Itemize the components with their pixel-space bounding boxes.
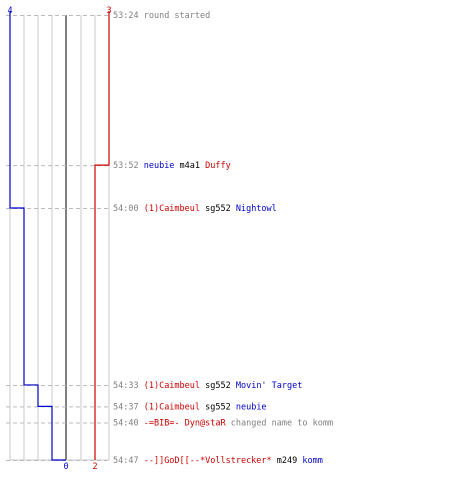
- event-time: 53:24: [113, 11, 144, 21]
- event-text-part: Movin' Target: [236, 381, 303, 391]
- event-label: 54:33 (1)Caimbeul sg552 Movin' Target: [113, 381, 302, 391]
- event-text-part: m4a1: [174, 161, 205, 171]
- axis-label-top-right: 3: [106, 6, 111, 16]
- event-label: 54:47 --]]GoD[[--*Vollstrecker* m249 kom…: [113, 456, 323, 466]
- event-label: 54:37 (1)Caimbeul sg552 neubie: [113, 402, 267, 412]
- event-text-part: sg552: [200, 381, 236, 391]
- axis-label-bottom-center: 0: [63, 462, 68, 472]
- event-text-part: sg552: [200, 402, 236, 412]
- event-label: 54:00 (1)Caimbeul sg552 Nightowl: [113, 204, 277, 214]
- event-text-part: komm: [302, 456, 322, 466]
- event-text-part: neubie: [144, 161, 175, 171]
- event-label: 53:24 round started: [113, 11, 210, 21]
- event-text-part: (1)Caimbeul: [144, 204, 200, 214]
- event-text-part: Duffy: [205, 161, 231, 171]
- event-label: 54:40 -=BIB=- Dyn@staR changed name to k…: [113, 418, 333, 428]
- axis-label-top-left: 4: [7, 6, 12, 16]
- event-time: 54:00: [113, 204, 144, 214]
- event-text-part: neubie: [236, 402, 267, 412]
- event-time: 54:40: [113, 418, 144, 428]
- event-time: 54:33: [113, 381, 144, 391]
- event-text-part: sg552: [200, 204, 236, 214]
- red-team-step-line: [94, 11, 110, 460]
- event-time: 54:37: [113, 402, 144, 412]
- event-time: 53:52: [113, 161, 144, 171]
- event-label: 53:52 neubie m4a1 Duffy: [113, 161, 231, 171]
- event-text-part: Nightowl: [236, 204, 277, 214]
- event-text-part: (1)Caimbeul: [144, 402, 200, 412]
- event-time: 54:47: [113, 456, 144, 466]
- event-text-part: changed name to komm: [226, 418, 333, 428]
- event-text-part: --]]GoD[[--*Vollstrecker*: [144, 456, 272, 466]
- blue-team-step-line: [9, 11, 66, 461]
- event-text-part: -=BIB=- Dyn@staR: [144, 418, 227, 428]
- event-text-part: (1)Caimbeul: [144, 381, 200, 391]
- event-text-part: round started: [144, 11, 211, 21]
- axis-label-bottom-right: 2: [92, 462, 97, 472]
- event-text-part: m249: [272, 456, 303, 466]
